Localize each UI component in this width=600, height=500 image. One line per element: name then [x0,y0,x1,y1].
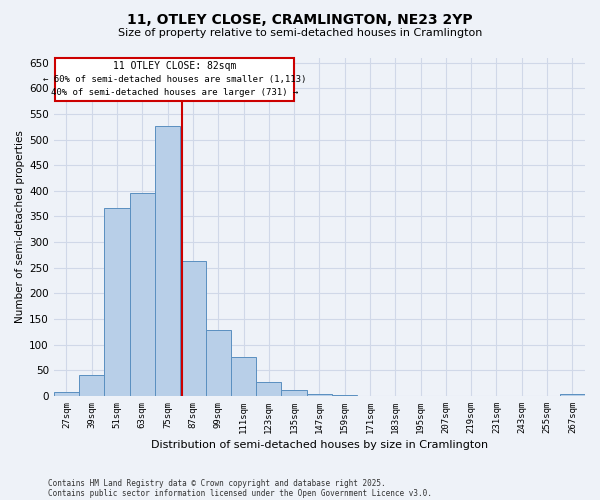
X-axis label: Distribution of semi-detached houses by size in Cramlington: Distribution of semi-detached houses by … [151,440,488,450]
Bar [155,126,180,396]
Text: 11, OTLEY CLOSE, CRAMLINGTON, NE23 2YP: 11, OTLEY CLOSE, CRAMLINGTON, NE23 2YP [127,12,473,26]
Bar [206,330,231,396]
Bar [79,376,104,396]
Bar [560,394,585,396]
Y-axis label: Number of semi-detached properties: Number of semi-detached properties [15,130,25,323]
Bar [231,357,256,396]
Bar [54,392,79,396]
Bar [281,390,307,396]
Text: 11 OTLEY CLOSE: 82sqm: 11 OTLEY CLOSE: 82sqm [113,61,236,71]
FancyBboxPatch shape [55,58,294,101]
Text: 40% of semi-detached houses are larger (731) →: 40% of semi-detached houses are larger (… [51,88,298,97]
Text: Contains public sector information licensed under the Open Government Licence v3: Contains public sector information licen… [48,488,432,498]
Bar [104,208,130,396]
Text: ← 60% of semi-detached houses are smaller (1,113): ← 60% of semi-detached houses are smalle… [43,75,306,84]
Bar [256,382,281,396]
Bar [307,394,332,396]
Bar [130,194,155,396]
Text: Size of property relative to semi-detached houses in Cramlington: Size of property relative to semi-detach… [118,28,482,38]
Bar [180,261,206,396]
Text: Contains HM Land Registry data © Crown copyright and database right 2025.: Contains HM Land Registry data © Crown c… [48,478,386,488]
